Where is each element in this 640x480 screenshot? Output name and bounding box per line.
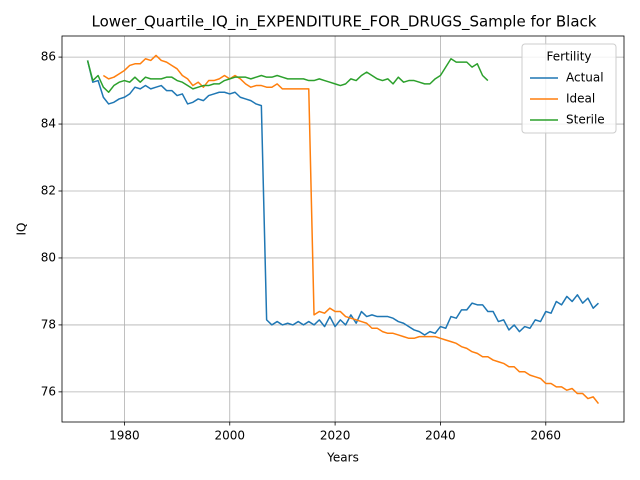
axes: 1980 2000 2020 2040 2060 76 78 80 82 84 86 [41, 50, 561, 443]
y-axis-label: IQ [15, 223, 29, 236]
y-tick-label: 84 [41, 117, 56, 131]
data-line [102, 54, 600, 405]
legend-box [521, 43, 617, 134]
x-tick-label: 2040 [425, 429, 456, 443]
x-axis-label: Years [326, 451, 359, 465]
x-tick-label: 2060 [531, 429, 562, 443]
legend-label: Sterile [566, 113, 605, 127]
plot-lines [86, 54, 600, 405]
legend-title: Fertility [546, 50, 591, 64]
x-tick-label: 1980 [109, 429, 140, 443]
x-tick-label: 2000 [214, 429, 245, 443]
x-tick-label: 2020 [320, 429, 351, 443]
legend-label: Actual [566, 71, 604, 85]
legend-label: Ideal [566, 92, 595, 106]
y-tick-label: 76 [41, 384, 56, 398]
y-tick-label: 80 [41, 250, 56, 264]
chart-title: Lower_Quartile_IQ_in_EXPENDITURE_FOR_DRU… [92, 13, 597, 32]
data-line [86, 58, 489, 93]
plot-frame [61, 35, 625, 423]
y-tick-label: 86 [41, 50, 56, 64]
data-line [86, 60, 599, 336]
y-tick-label: 82 [41, 184, 56, 198]
legend: Fertility Actual Ideal Sterile [521, 43, 617, 134]
y-tick-label: 78 [41, 317, 56, 331]
